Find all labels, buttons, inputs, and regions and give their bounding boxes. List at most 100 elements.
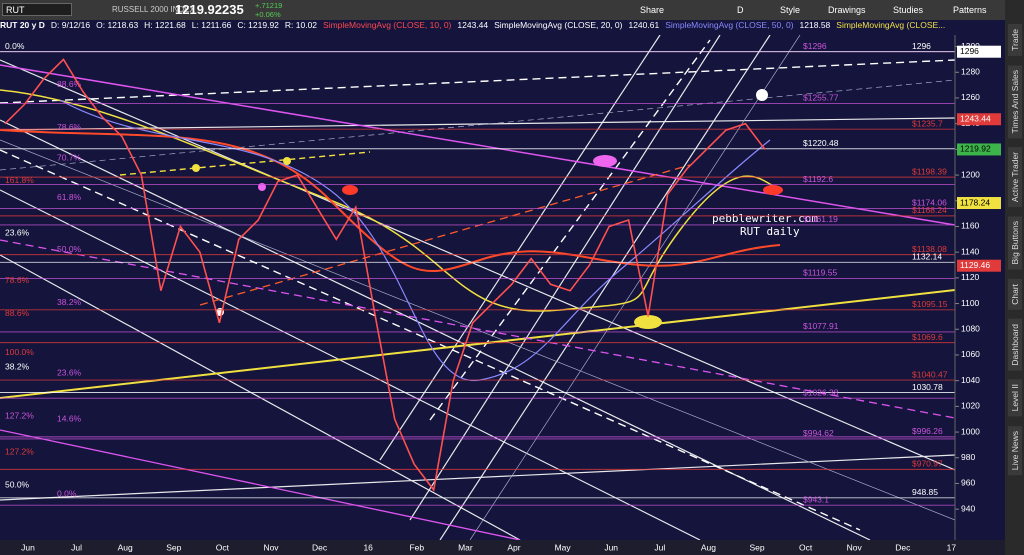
x-tick-label: Aug (701, 542, 716, 552)
level-label: $1174.06 (912, 198, 947, 208)
study-name: SimpleMovingAvg (CLOSE... (836, 20, 946, 30)
side-tab[interactable]: Live News (1007, 425, 1022, 475)
x-tick-label: Jul (71, 542, 82, 552)
fib-label: 70.7% (57, 153, 82, 163)
level-label: 1030.78 (912, 382, 943, 392)
legend-field: L: 1211.66 (191, 20, 232, 30)
change-pct: +0.06% (255, 10, 281, 19)
side-tab[interactable]: Trade (1007, 24, 1022, 56)
fib-label: 161.8% (5, 175, 34, 185)
fib-label: 0.0% (57, 488, 77, 498)
y-tick-label: 1200 (961, 169, 980, 179)
y-tick-label: 1040 (961, 375, 980, 385)
x-tick-label: 17 (947, 542, 957, 552)
x-tick-label: Mar (458, 542, 473, 552)
price-badge (957, 45, 1001, 58)
levels (0, 51, 955, 506)
side-tab[interactable]: Level II (1007, 379, 1022, 417)
level-label: $996.26 (912, 426, 943, 436)
level-label: 1296 (912, 41, 931, 51)
x-tick-label: Dec (895, 542, 911, 552)
level-label: $1119.55 (803, 268, 837, 278)
level-label: $1069.6 (912, 332, 943, 342)
x-tick-label: Oct (799, 542, 813, 552)
button[interactable]: Share (640, 5, 665, 15)
button[interactable]: Studies (893, 5, 924, 15)
level-label: $1077.91 (803, 321, 839, 331)
x-tick-label: Feb (409, 542, 424, 552)
fib-label: 78.6% (57, 122, 82, 132)
fib-label: 127.2% (5, 410, 34, 420)
study-value: 1243.44 (457, 20, 489, 30)
button[interactable]: D (737, 5, 744, 15)
x-tick-label: May (555, 542, 572, 552)
legend-field: D: 9/12/16 (50, 20, 91, 30)
x-tick-label: 16 (363, 542, 373, 552)
y-tick-label: 1280 (961, 67, 980, 77)
y-tick-label: 1120 (961, 272, 980, 282)
side-tab[interactable]: Big Buttons (1007, 216, 1022, 270)
symbol-input[interactable]: RUT (2, 3, 72, 16)
y-tick-label: 1060 (961, 349, 980, 359)
y-tick-label: 1160 (961, 221, 980, 231)
x-tick-label: Jun (604, 542, 618, 552)
side-tab[interactable]: Times And Sales (1007, 64, 1022, 139)
button[interactable]: Drawings (828, 5, 866, 15)
annotation: pebblewriter.com (712, 212, 818, 225)
price-badge (957, 259, 1001, 272)
price-badge-label: 1243.44 (960, 113, 991, 123)
fib-label: 23.6% (5, 227, 30, 237)
side-tabs: Trade Times And Sales Active Trader Big But… (1005, 0, 1024, 555)
chart: pebblewriter.com RUT daily $1296 $1255.77… (0, 35, 1005, 555)
side-tab[interactable]: Dashboard (1007, 318, 1022, 371)
level-label: $970.97 (912, 459, 943, 469)
level-label: $1026.38 (803, 387, 839, 397)
price-badge (957, 197, 1001, 210)
legend-field: O: 1218.63 (96, 20, 139, 30)
price-badge-label: 1129.46 (960, 260, 990, 270)
side-tab[interactable]: Active Trader (1007, 147, 1022, 208)
study-name: SimpleMovingAvg (CLOSE, 20, 0) (494, 20, 623, 30)
y-tick-label: 1260 (961, 92, 980, 102)
level-label: $1161.19 (803, 214, 838, 224)
x-tick-label: Nov (263, 542, 279, 552)
level-label: $1168.24 (912, 205, 947, 215)
price-badge (957, 143, 1001, 156)
button[interactable]: Style (780, 5, 801, 15)
fib-label: 61.8% (57, 192, 82, 202)
y-tick-label: 1140 (961, 246, 980, 256)
fib-label: 0.0% (5, 41, 25, 51)
instrument-name: RUSSELL 2000 INDEX (112, 5, 195, 14)
price-badge (957, 113, 1001, 126)
annotation: RUT daily (740, 225, 800, 238)
x-tick-label: Jun (21, 542, 35, 552)
fib-label: 100.0% (5, 347, 34, 357)
study-name: SimpleMovingAvg (CLOSE, 50, 0) (665, 20, 794, 30)
study-value: 1218.58 (799, 20, 831, 30)
level-label: $1296 (803, 41, 827, 51)
level-label: $1095.15 (912, 299, 948, 309)
y-axis-bg (955, 35, 1005, 540)
toolbar: RUT RUSSELL 2000 INDEX 1219.92235 +.7121… (0, 0, 1005, 20)
level-label: $1138.08 (912, 244, 947, 254)
legend-field: H: 1221.68 (144, 20, 186, 30)
legend: RUT 20 y D D: 9/12/16 O: 1218.63 H: 1221.68… (0, 20, 955, 34)
y-tick-label: 940 (961, 503, 975, 513)
level-label: $994.62 (803, 428, 834, 438)
price-line (4, 58, 766, 492)
x-tick-label: Jul (654, 542, 665, 552)
level-label: $1255.77 (803, 93, 839, 103)
button[interactable]: Patterns (953, 5, 987, 15)
side-tab[interactable]: Chart (1007, 278, 1022, 310)
x-tick-label: Oct (216, 542, 230, 552)
x-axis-bg (0, 540, 1005, 555)
x-tick-label: Apr (507, 542, 520, 552)
y-tick-label: 980 (961, 452, 975, 462)
price-badge-label: 1219.92 (960, 144, 991, 154)
level-label: $1192.6 (803, 174, 833, 184)
y-tick-label: 1100 (961, 298, 980, 308)
fib-label: 23.6% (57, 367, 82, 377)
level-label: 1132.14 (912, 252, 942, 262)
x-tick-label: Aug (118, 542, 133, 552)
y-tick-label: 1020 (961, 401, 980, 411)
